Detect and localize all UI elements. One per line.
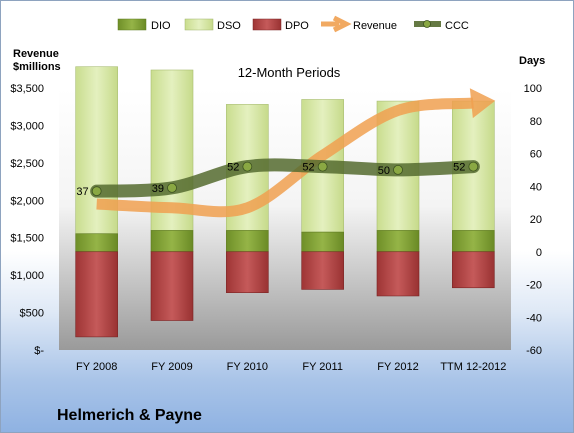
right-tick-label: 80	[530, 116, 542, 128]
x-tick-label: FY 2010	[227, 361, 268, 373]
legend-label-dio: DIO	[151, 20, 171, 32]
right-tick-label: 0	[536, 247, 542, 259]
x-tick-label: FY 2011	[302, 361, 343, 373]
bar-dio	[150, 230, 194, 253]
x-tick-label: FY 2012	[377, 361, 418, 373]
ccc-point	[242, 161, 253, 172]
ccc-point	[167, 182, 177, 193]
x-tick-label: FY 2009	[151, 361, 192, 373]
legend-swatch-ccc-marker	[423, 20, 431, 28]
left-tick-label: $3,000	[10, 120, 44, 132]
legend-label-dpo: DPO	[285, 20, 309, 32]
x-tick-label: TTM 12-2012	[440, 361, 506, 373]
legend-swatch-revenue	[321, 15, 352, 33]
ccc-data-label: 52	[302, 162, 314, 174]
revenue-line	[96, 97, 474, 218]
ccc-data-label: 52	[453, 162, 465, 174]
bar-dio	[376, 230, 420, 253]
left-tick-label: $2,500	[10, 158, 44, 170]
bar-dpo	[452, 251, 495, 289]
right-tick-label: 40	[530, 181, 542, 193]
legend-swatch-dso	[184, 18, 214, 31]
plot-area	[59, 88, 511, 350]
left-tick-label: $1,000	[10, 270, 44, 282]
bar-dpo	[75, 251, 118, 338]
ccc-data-label: 50	[378, 165, 390, 177]
legend-swatch-dio	[117, 18, 147, 31]
left-tick-label: $500	[20, 308, 44, 320]
x-tick-label: FY 2008	[76, 361, 117, 373]
bar-dpo	[376, 251, 420, 297]
right-axis-ticks: -60 -40 -20 0 20 40 60 80 100	[524, 83, 542, 357]
company-name: Helmerich & Payne	[57, 407, 202, 424]
ccc-point	[91, 186, 102, 197]
x-axis-ticks: FY 2008 FY 2009 FY 2010 FY 2011 FY 2012 TTM 1…	[76, 361, 506, 373]
ccc-point	[317, 161, 328, 172]
ccc-point	[393, 164, 403, 175]
right-axis-title: Days	[519, 55, 545, 67]
legend: DIO DSO DPO Revenue CCC	[117, 15, 469, 33]
right-tick-label: 20	[530, 214, 542, 226]
right-tick-label: 100	[524, 83, 542, 95]
bar-dio	[75, 233, 118, 253]
bar-dpo	[301, 251, 344, 290]
bar-dio	[452, 230, 495, 253]
right-tick-label: -40	[526, 312, 542, 324]
ccc-line	[90, 158, 480, 198]
legend-label-dso: DSO	[217, 20, 241, 32]
ccc-data-label: 52	[227, 162, 239, 174]
ccc-data-label: 37	[76, 186, 88, 198]
legend-label-revenue: Revenue	[353, 20, 397, 32]
ccc-point	[468, 161, 479, 172]
bar-dio	[226, 230, 269, 253]
legend-swatch-dpo	[252, 18, 282, 31]
left-tick-label: $3,500	[10, 83, 44, 95]
ccc-data-label: 39	[152, 183, 164, 195]
legend-label-ccc: CCC	[445, 20, 469, 32]
bar-dpo	[226, 251, 269, 293]
left-tick-label: $1,500	[10, 233, 44, 245]
right-tick-label: 60	[530, 149, 542, 161]
left-axis-ticks: $- $500 $1,000 $1,500 $2,000 $2,500 $3,000 $3,5…	[10, 83, 44, 357]
left-tick-label: $2,000	[10, 195, 44, 207]
bar-dpo	[150, 251, 194, 321]
lines-layer: 37 39 52 52 50 52	[76, 88, 496, 218]
chart-title: 12-Month Periods	[238, 65, 341, 80]
left-tick-label: $-	[34, 345, 44, 357]
right-tick-label: -20	[526, 280, 542, 292]
bar-dio	[301, 231, 344, 253]
left-axis-title-line2: $millions	[13, 61, 61, 73]
left-axis-title-line1: Revenue	[13, 48, 59, 60]
right-tick-label: -60	[526, 345, 542, 357]
revenue-arrowhead	[469, 88, 496, 119]
